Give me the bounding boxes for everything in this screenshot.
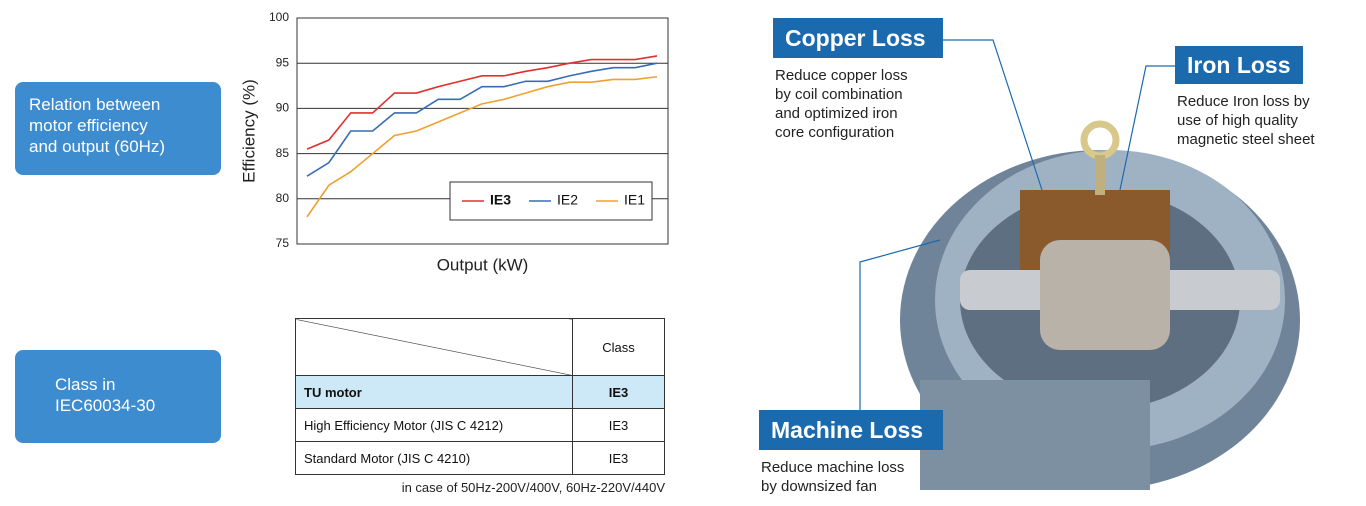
callout-title: Machine Loss bbox=[759, 410, 943, 450]
y-tick-label: 95 bbox=[276, 55, 290, 69]
cell: IE3 bbox=[573, 376, 665, 409]
y-tick-label: 80 bbox=[276, 191, 290, 205]
cell: Standard Motor (JIS C 4210) bbox=[296, 442, 573, 475]
label-line: Relation between bbox=[29, 94, 207, 115]
x-axis-label: Output (kW) bbox=[437, 255, 529, 274]
cell: IE3 bbox=[573, 442, 665, 475]
y-axis-label: Efficiency (%) bbox=[239, 79, 258, 183]
callout-text: Reduce copper loss by coil combination a… bbox=[775, 66, 908, 142]
callout-line: use of high quality bbox=[1177, 111, 1315, 130]
callout-line: Reduce copper loss bbox=[775, 66, 908, 85]
callout-line: core configuration bbox=[775, 123, 908, 142]
y-tick-label: 90 bbox=[276, 101, 290, 115]
callout-text: Reduce machine loss by downsized fan bbox=[761, 458, 904, 496]
callout-text: Reduce Iron loss by use of high quality … bbox=[1177, 92, 1315, 149]
callout-line: and optimized iron bbox=[775, 104, 908, 123]
cell: TU motor bbox=[296, 376, 573, 409]
callout-line: by coil combination bbox=[775, 85, 908, 104]
label-box: Relation between motor efficiency and ou… bbox=[15, 82, 221, 175]
cell: High Efficiency Motor (JIS C 4212) bbox=[296, 409, 573, 442]
cell: IE3 bbox=[573, 409, 665, 442]
callout-line: Reduce Iron loss by bbox=[1177, 92, 1315, 111]
table-note: in case of 50Hz-200V/400V, 60Hz-220V/440… bbox=[295, 480, 665, 495]
callout-line: by downsized fan bbox=[761, 477, 904, 496]
callout-title: Copper Loss bbox=[773, 18, 943, 58]
y-tick-label: 85 bbox=[276, 146, 290, 160]
callout-line: Reduce machine loss bbox=[761, 458, 904, 477]
legend-label: IE3 bbox=[490, 192, 511, 208]
label-box: Class in IEC60034-30 bbox=[15, 350, 221, 443]
page: 75 80 85 90 95 100 Efficiency (%) Output (kW) IE… bbox=[0, 0, 1366, 506]
y-tick-label: 75 bbox=[276, 236, 290, 250]
header-blank bbox=[296, 319, 573, 376]
motor-illustration bbox=[900, 124, 1300, 490]
legend-label: IE2 bbox=[557, 192, 578, 208]
legend-label: IE1 bbox=[624, 192, 645, 208]
label-line: Class in bbox=[55, 374, 181, 395]
callout-title: Iron Loss bbox=[1175, 46, 1303, 84]
label-line: motor efficiency bbox=[29, 115, 207, 136]
y-tick-label: 100 bbox=[269, 10, 289, 24]
label-line: and output (60Hz) bbox=[29, 136, 207, 157]
callout-line: magnetic steel sheet bbox=[1177, 130, 1315, 149]
header-cell: Class bbox=[573, 319, 665, 376]
label-line: IEC60034-30 bbox=[55, 395, 181, 416]
